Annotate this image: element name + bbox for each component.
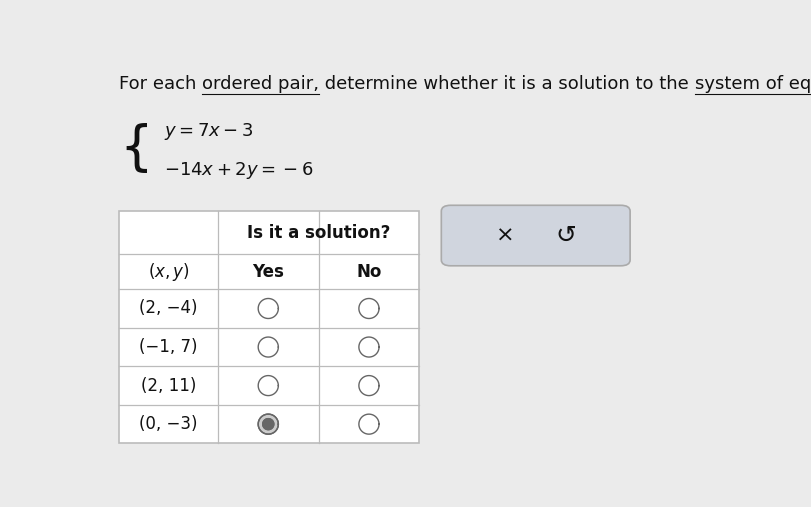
Text: $-14x+2y=-6$: $-14x+2y=-6$ — [164, 160, 313, 182]
Text: {: { — [119, 123, 152, 175]
Text: system of equations.: system of equations. — [694, 75, 811, 92]
Polygon shape — [263, 419, 273, 429]
Text: For each: For each — [119, 75, 202, 92]
Polygon shape — [263, 419, 273, 429]
Text: Is it a solution?: Is it a solution? — [247, 224, 390, 242]
Text: (−1, 7): (−1, 7) — [139, 338, 198, 356]
FancyBboxPatch shape — [119, 211, 418, 444]
Text: No: No — [356, 263, 381, 281]
Text: ×: × — [496, 226, 514, 245]
Text: determine whether it is a solution to the: determine whether it is a solution to th… — [319, 75, 694, 92]
Polygon shape — [258, 414, 278, 434]
Text: ordered pair,: ordered pair, — [202, 75, 319, 92]
Text: Yes: Yes — [252, 263, 284, 281]
Text: (0, −3): (0, −3) — [139, 415, 198, 433]
FancyBboxPatch shape — [441, 205, 629, 266]
Text: (2, −4): (2, −4) — [139, 300, 198, 317]
Text: ↺: ↺ — [555, 224, 576, 247]
Text: $(x, y)$: $(x, y)$ — [148, 261, 189, 282]
Text: $y=7x-3$: $y=7x-3$ — [164, 121, 254, 142]
Text: (2, 11): (2, 11) — [140, 377, 196, 394]
